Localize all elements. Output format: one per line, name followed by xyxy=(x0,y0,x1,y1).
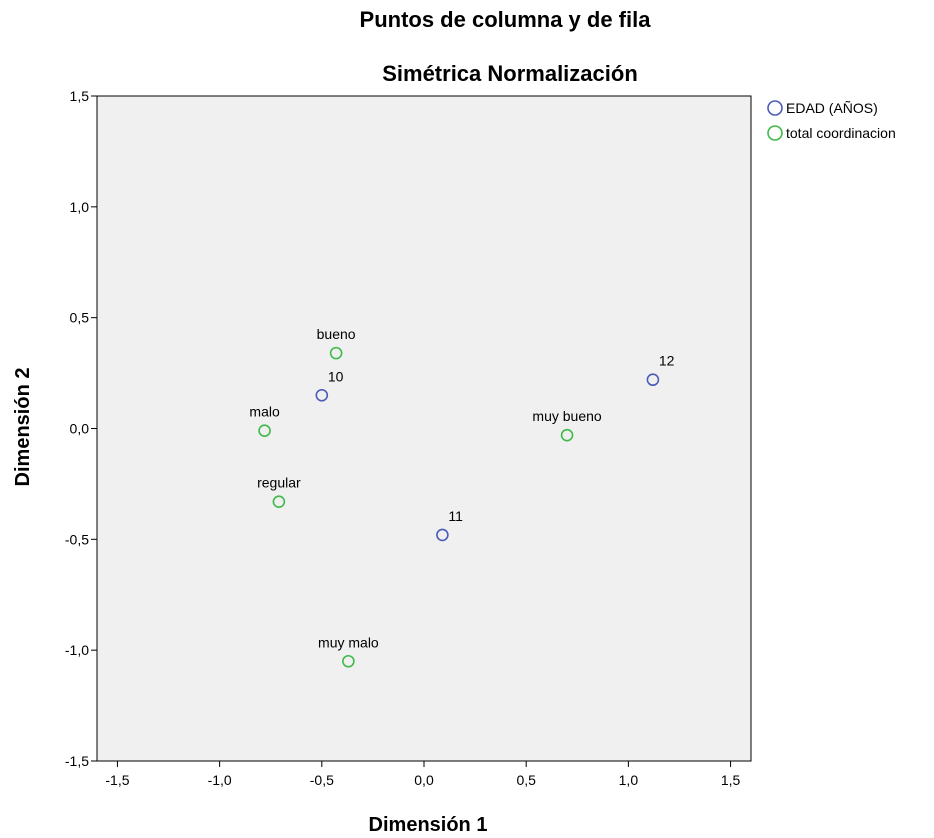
legend: EDAD (AÑOS) total coordinacion xyxy=(767,100,896,141)
x-tick-label: 0,5 xyxy=(516,772,536,788)
data-point-marker xyxy=(342,654,355,668)
x-tick-label: 1,0 xyxy=(619,772,639,788)
x-tick-label: -1,5 xyxy=(105,772,129,788)
x-tick-label: -0,5 xyxy=(310,772,334,788)
x-tick-label: 0,0 xyxy=(414,772,434,788)
legend-label: EDAD (AÑOS) xyxy=(786,100,878,116)
chart-subtitle: Simétrica Normalización xyxy=(382,61,638,86)
data-point-label: muy malo xyxy=(318,634,379,650)
data-point-marker xyxy=(315,388,329,402)
x-tick-label: -1,0 xyxy=(208,772,232,788)
axis-ticks: -1,5 -1,0 -0,5 0,0 0,5 1,0 1,5 -1,5 -1,0 -0,5 0,0 0… xyxy=(65,88,741,788)
data-point-marker xyxy=(272,495,286,508)
legend-marker xyxy=(767,125,783,141)
y-axis-title: Dimensión 2 xyxy=(12,368,34,487)
x-axis-title: Dimensión 1 xyxy=(369,814,488,836)
data-point-marker xyxy=(258,424,271,438)
data-point-label: muy bueno xyxy=(532,408,601,424)
data-point-label: malo xyxy=(249,404,280,420)
data-point-label: regular xyxy=(257,475,301,491)
data-point-marker xyxy=(329,346,343,360)
data-point-label: 10 xyxy=(328,368,344,384)
data-point-marker xyxy=(646,373,660,387)
data-point-label: 11 xyxy=(448,508,463,524)
chart-title: Puntos de columna y de fila xyxy=(360,7,652,32)
y-tick-label: 1,0 xyxy=(70,199,90,215)
y-tick-label: 0,0 xyxy=(70,421,90,437)
data-point-label: bueno xyxy=(317,326,356,342)
data-point-marker xyxy=(436,528,449,542)
data-points: 10 11 12 bueno malo regular muy bueno muy malo xyxy=(249,326,675,668)
y-tick-label: 1,5 xyxy=(70,88,90,104)
legend-marker xyxy=(767,100,783,116)
y-tick-label: -1,5 xyxy=(65,753,89,769)
data-point-label: 12 xyxy=(659,353,675,369)
plot-area xyxy=(96,95,752,762)
data-point-marker xyxy=(560,428,574,442)
y-tick-label: -0,5 xyxy=(65,531,89,547)
y-tick-label: -1,0 xyxy=(65,642,89,658)
y-tick-label: 0,5 xyxy=(70,310,90,326)
legend-label: total coordinacion xyxy=(786,125,896,141)
x-tick-label: 1,5 xyxy=(721,772,741,788)
